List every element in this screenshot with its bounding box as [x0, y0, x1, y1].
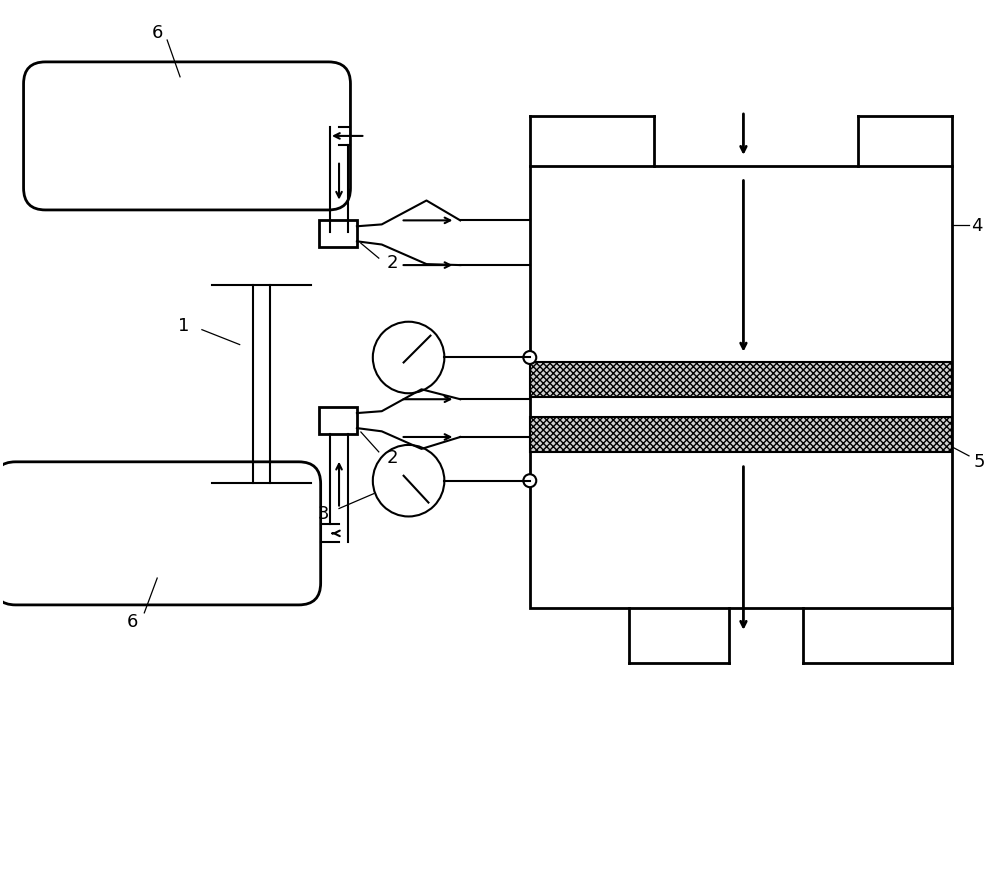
FancyBboxPatch shape: [24, 63, 350, 210]
Text: 3: 3: [317, 505, 329, 523]
Text: 1: 1: [178, 316, 190, 335]
Text: 6: 6: [127, 612, 138, 630]
Text: 2: 2: [387, 254, 398, 272]
Circle shape: [373, 446, 444, 517]
Bar: [530, 363, 952, 398]
Bar: [319, 408, 357, 434]
Circle shape: [523, 352, 536, 364]
Text: 6: 6: [152, 24, 163, 42]
Text: 2: 2: [387, 448, 398, 467]
FancyBboxPatch shape: [0, 462, 321, 605]
Text: 5: 5: [973, 452, 985, 470]
Text: 4: 4: [971, 217, 983, 235]
Bar: [530, 418, 952, 453]
Circle shape: [523, 474, 536, 488]
Circle shape: [373, 322, 444, 394]
Bar: [530, 167, 952, 608]
Bar: [319, 221, 357, 248]
